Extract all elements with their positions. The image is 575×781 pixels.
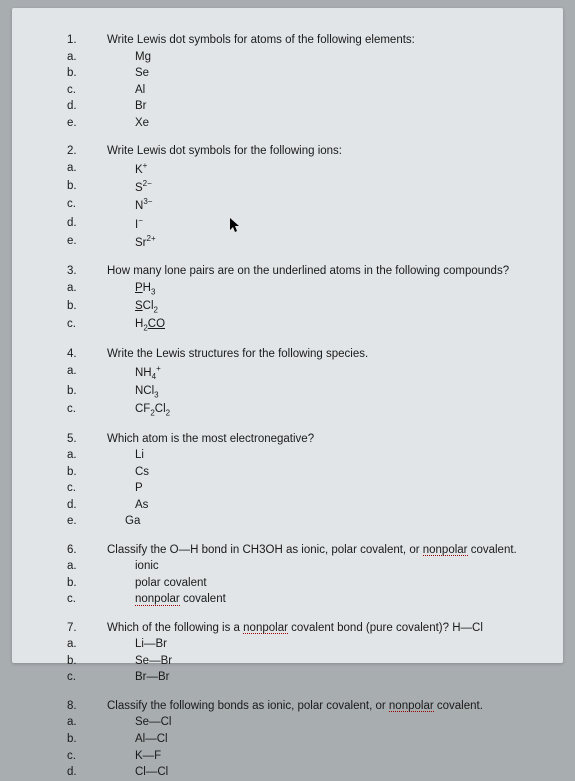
q7a-n: a. — [67, 637, 107, 653]
q6c-n: c. — [67, 592, 107, 608]
q7b-n: b. — [67, 654, 107, 670]
q2e-t: Sr2+ — [107, 234, 528, 251]
worksheet-page: 1. Write Lewis dot symbols for atoms of … — [12, 8, 563, 663]
q7-text: Which of the following is a nonpolar cov… — [107, 621, 528, 637]
q1b-t: Se — [107, 66, 528, 82]
q2d-n: d. — [67, 216, 107, 233]
q1-text: Write Lewis dot symbols for atoms of the… — [107, 33, 528, 49]
q6-text: Classify the O—H bond in CH3OH as ionic,… — [107, 543, 528, 559]
q5d-n: d. — [67, 498, 107, 514]
q2-num: 2. — [67, 144, 107, 160]
q6a-t: ionic — [107, 559, 528, 575]
q2e-n: e. — [67, 234, 107, 251]
q5b-t: Cs — [107, 465, 528, 481]
q1-num: 1. — [67, 33, 107, 49]
question-4: 4. Write the Lewis structures for the fo… — [67, 347, 528, 419]
q1d-t: Br — [107, 99, 528, 115]
q8a-n: a. — [67, 715, 107, 731]
q3a-n: a. — [67, 281, 107, 298]
q8b-n: b. — [67, 732, 107, 748]
q4c-t: CF2Cl2 — [107, 402, 528, 419]
q1c-t: Al — [107, 83, 528, 99]
question-2: 2. Write Lewis dot symbols for the follo… — [67, 144, 528, 251]
q3b-t: SCl2 — [107, 299, 528, 316]
q2a-t: K+ — [107, 161, 528, 178]
q4c-n: c. — [67, 402, 107, 419]
q6b-n: b. — [67, 576, 107, 592]
q5b-n: b. — [67, 465, 107, 481]
q5a-n: a. — [67, 448, 107, 464]
q5d-t: As — [107, 498, 528, 514]
q4-text: Write the Lewis structures for the follo… — [107, 347, 528, 363]
q1e-t: Xe — [107, 116, 528, 132]
q3-num: 3. — [67, 264, 107, 280]
q6-num: 6. — [67, 543, 107, 559]
q3c-t: H2CO — [107, 317, 528, 334]
q5e-n: e. — [67, 514, 107, 530]
q2d-t: I− — [107, 216, 528, 233]
q2b-n: b. — [67, 179, 107, 196]
question-6: 6. Classify the O—H bond in CH3OH as ion… — [67, 543, 528, 608]
q8-num: 8. — [67, 699, 107, 715]
q7c-n: c. — [67, 670, 107, 686]
q4a-t: NH4+ — [107, 364, 528, 383]
q7-num: 7. — [67, 621, 107, 637]
q6c-t: nonpolar covalent — [107, 592, 528, 608]
q1d-n: d. — [67, 99, 107, 115]
q7a-t: Li—Br — [107, 637, 528, 653]
q6a-n: a. — [67, 559, 107, 575]
q8b-t: Al—Cl — [107, 732, 528, 748]
q8d-t: Cl—Cl — [107, 765, 528, 781]
q8c-t: K—F — [107, 749, 528, 765]
q8d-n: d. — [67, 765, 107, 781]
question-3: 3. How many lone pairs are on the underl… — [67, 264, 528, 334]
q5-text: Which atom is the most electronegative? — [107, 432, 528, 448]
q2c-t: N3− — [107, 197, 528, 214]
q4b-t: NCl3 — [107, 384, 528, 401]
q4a-n: a. — [67, 364, 107, 383]
q2c-n: c. — [67, 197, 107, 214]
question-8: 8. Classify the following bonds as ionic… — [67, 699, 528, 781]
q3b-n: b. — [67, 299, 107, 316]
q8-text: Classify the following bonds as ionic, p… — [107, 699, 528, 715]
q5e-t: Ga — [107, 514, 528, 530]
q4b-n: b. — [67, 384, 107, 401]
q8a-t: Se—Cl — [107, 715, 528, 731]
q1e-n: e. — [67, 116, 107, 132]
q1a-t: Mg — [107, 50, 528, 66]
question-5: 5. Which atom is the most electronegativ… — [67, 432, 528, 530]
q3-text: How many lone pairs are on the underline… — [107, 264, 528, 280]
q2b-t: S2− — [107, 179, 528, 196]
q5-num: 5. — [67, 432, 107, 448]
cursor-icon — [230, 218, 242, 237]
question-1: 1. Write Lewis dot symbols for atoms of … — [67, 33, 528, 131]
q2a-n: a. — [67, 161, 107, 178]
q5a-t: Li — [107, 448, 528, 464]
q8c-n: c. — [67, 749, 107, 765]
q1c-n: c. — [67, 83, 107, 99]
q4-num: 4. — [67, 347, 107, 363]
q7c-t: Br—Br — [107, 670, 528, 686]
q5c-n: c. — [67, 481, 107, 497]
question-7: 7. Which of the following is a nonpolar … — [67, 621, 528, 686]
q3c-n: c. — [67, 317, 107, 334]
q1a-n: a. — [67, 50, 107, 66]
q1b-n: b. — [67, 66, 107, 82]
q6b-t: polar covalent — [107, 576, 528, 592]
q7b-t: Se—Br — [107, 654, 528, 670]
q3a-t: PH3 — [107, 281, 528, 298]
q5c-t: P — [107, 481, 528, 497]
q2-text: Write Lewis dot symbols for the followin… — [107, 144, 528, 160]
